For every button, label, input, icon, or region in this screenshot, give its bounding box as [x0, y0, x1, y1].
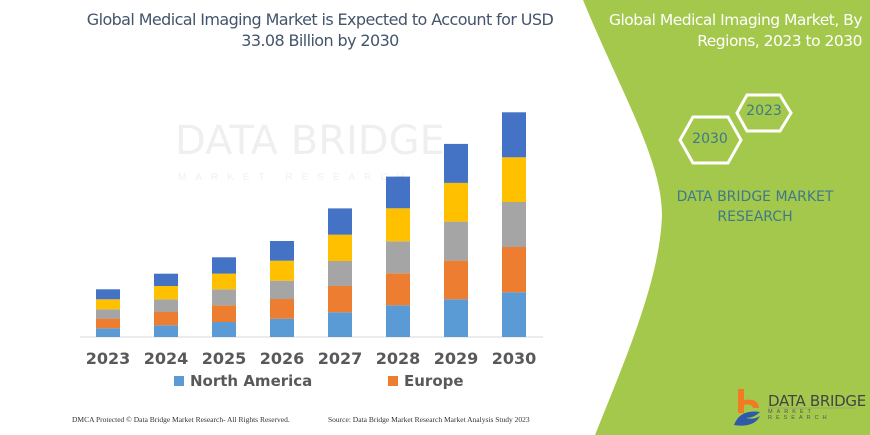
bar-segment-2028-series-2 — [386, 241, 410, 274]
side-panel-brand: DATA BRIDGE MARKET RESEARCH — [660, 187, 850, 227]
bar-segment-2027-series-3 — [328, 234, 352, 261]
bar-segment-2029-series-4 — [444, 143, 468, 183]
bar-segment-2024-series-1 — [154, 312, 178, 326]
x-tick-label-2026: 2026 — [259, 349, 305, 368]
bar-segment-2027-series-0 — [328, 312, 352, 337]
bar-segment-2030-series-1 — [502, 247, 526, 293]
x-tick-label-2028: 2028 — [375, 349, 421, 368]
legend-item-north-america: North America — [174, 372, 312, 390]
legend-label: Europe — [404, 372, 464, 390]
hex-year-2023: 2023 — [746, 103, 782, 119]
bar-segment-2026-series-3 — [270, 260, 294, 281]
x-tick-label-2030: 2030 — [491, 349, 537, 368]
watermark-subtext: MARKET RESEARCH — [178, 172, 413, 183]
x-tick-label-2027: 2027 — [317, 349, 363, 368]
x-tick-label-2025: 2025 — [201, 349, 247, 368]
bar-segment-2024-series-3 — [154, 286, 178, 300]
bar-segment-2026-series-4 — [270, 241, 294, 261]
x-tick-label-2023: 2023 — [85, 349, 131, 368]
bar-segment-2023-series-2 — [96, 309, 120, 319]
bar-segment-2024-series-0 — [154, 325, 178, 337]
bar-segment-2023-series-1 — [96, 318, 120, 329]
hex-year-2030: 2030 — [692, 131, 728, 147]
bar-segment-2027-series-1 — [328, 286, 352, 313]
bar-segment-2023-series-0 — [96, 328, 120, 337]
bar-segment-2029-series-3 — [444, 182, 468, 222]
footer-copyright: DMCA Protected © Data Bridge Market Rese… — [72, 415, 290, 424]
bar-segment-2028-series-4 — [386, 176, 410, 209]
bar-segment-2029-series-0 — [444, 299, 468, 337]
logo-tagline: MARKET RESEARCH — [768, 409, 831, 421]
legend-swatch — [174, 376, 184, 386]
bar-segment-2028-series-3 — [386, 208, 410, 242]
bar-segment-2029-series-1 — [444, 260, 468, 300]
bar-segment-2024-series-4 — [154, 273, 178, 286]
bar-segment-2023-series-4 — [96, 289, 120, 300]
logo-icon — [734, 389, 760, 426]
hexagon-2030 — [678, 115, 743, 165]
green-side-panel — [583, 0, 870, 435]
legend-swatch — [388, 376, 398, 386]
bar-segment-2028-series-0 — [386, 305, 410, 337]
bar-segment-2026-series-2 — [270, 280, 294, 299]
bar-segment-2023-series-3 — [96, 299, 120, 310]
footer-source: Source: Data Bridge Market Research Mark… — [328, 415, 530, 424]
watermark-text: DATA BRIDGE — [175, 118, 445, 164]
bar-segment-2024-series-2 — [154, 299, 178, 312]
bar-segment-2025-series-2 — [212, 289, 236, 306]
bar-segment-2028-series-1 — [386, 273, 410, 306]
bar-segment-2029-series-2 — [444, 221, 468, 261]
bar-segment-2030-series-4 — [502, 112, 526, 158]
chart-title: Global Medical Imaging Market is Expecte… — [86, 10, 554, 50]
logo-name: DATA BRIDGE — [768, 392, 866, 410]
bar-segment-2025-series-0 — [212, 322, 236, 337]
bar-segment-2030-series-0 — [502, 292, 526, 337]
brand-line-2: RESEARCH — [717, 209, 793, 225]
bar-segment-2026-series-0 — [270, 318, 294, 337]
bar-segment-2030-series-2 — [502, 202, 526, 247]
bar-segment-2030-series-3 — [502, 157, 526, 202]
legend-label: North America — [190, 372, 313, 390]
bar-segment-2025-series-3 — [212, 273, 236, 290]
bars-group — [96, 112, 526, 337]
bar-segment-2025-series-1 — [212, 305, 236, 322]
bar-segment-2026-series-1 — [270, 299, 294, 319]
legend-item-europe: Europe — [388, 372, 464, 390]
x-tick-label-2024: 2024 — [143, 349, 189, 368]
side-panel-title: Global Medical Imaging Market, By Region… — [608, 11, 863, 50]
hexagon-2023 — [735, 93, 793, 133]
bar-segment-2025-series-4 — [212, 257, 236, 274]
bar-segment-2027-series-2 — [328, 261, 352, 286]
x-tick-label-2029: 2029 — [433, 349, 479, 368]
brand-line-1: DATA BRIDGE MARKET — [676, 189, 834, 205]
bar-segment-2027-series-4 — [328, 208, 352, 235]
